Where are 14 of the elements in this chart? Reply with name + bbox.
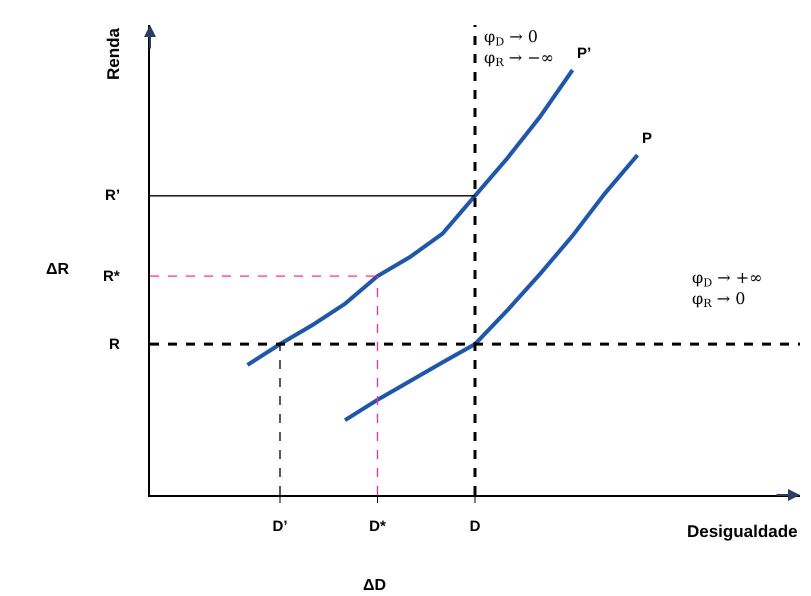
y-axis-title: Renda (104, 28, 123, 80)
ref-line-label: R (109, 336, 120, 353)
series-label: P’ (577, 45, 592, 62)
text: ΔR (46, 261, 70, 278)
series-label: P (642, 130, 652, 147)
x-axis-title: Desigualdade (687, 522, 798, 541)
ref-line-label: R* (103, 268, 120, 285)
text: ΔD (363, 577, 386, 594)
x-tick-label: D (470, 518, 481, 535)
x-tick-label: D* (369, 518, 386, 535)
ref-line-label: R’ (105, 187, 120, 204)
annotation: φ$_{D}$ → +∞ φ$_{R}$ → 0 (692, 268, 762, 310)
x-tick-label: D’ (272, 518, 288, 535)
text: φ$_{D}$ → 0 φ$_{R}$ → −∞ (484, 27, 554, 70)
